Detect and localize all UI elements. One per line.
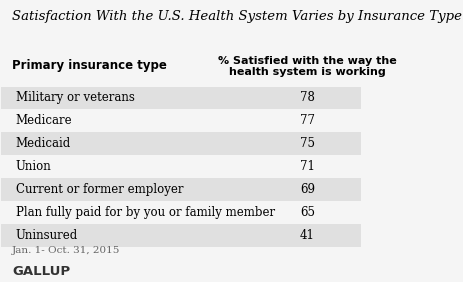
FancyBboxPatch shape	[1, 224, 361, 247]
Text: GALLUP: GALLUP	[12, 265, 70, 278]
FancyBboxPatch shape	[1, 87, 361, 109]
Text: Medicaid: Medicaid	[16, 137, 71, 150]
FancyBboxPatch shape	[1, 132, 361, 155]
Text: Union: Union	[16, 160, 51, 173]
Text: Jan. 1- Oct. 31, 2015: Jan. 1- Oct. 31, 2015	[12, 246, 120, 255]
Text: 77: 77	[299, 114, 314, 127]
Text: Uninsured: Uninsured	[16, 229, 78, 242]
Text: 41: 41	[300, 229, 314, 242]
Text: Primary insurance type: Primary insurance type	[12, 59, 167, 72]
Text: 71: 71	[300, 160, 314, 173]
Text: % Satisfied with the way the
health system is working: % Satisfied with the way the health syst…	[218, 56, 396, 78]
Text: 69: 69	[299, 183, 314, 196]
Text: Plan fully paid for by you or family member: Plan fully paid for by you or family mem…	[16, 206, 274, 219]
Text: Medicare: Medicare	[16, 114, 72, 127]
Text: 78: 78	[300, 91, 314, 105]
Text: 65: 65	[299, 206, 314, 219]
Text: Satisfaction With the U.S. Health System Varies by Insurance Type: Satisfaction With the U.S. Health System…	[12, 10, 461, 23]
FancyBboxPatch shape	[1, 178, 361, 201]
Text: Military or veterans: Military or veterans	[16, 91, 134, 105]
Text: Current or former employer: Current or former employer	[16, 183, 183, 196]
Text: 75: 75	[299, 137, 314, 150]
